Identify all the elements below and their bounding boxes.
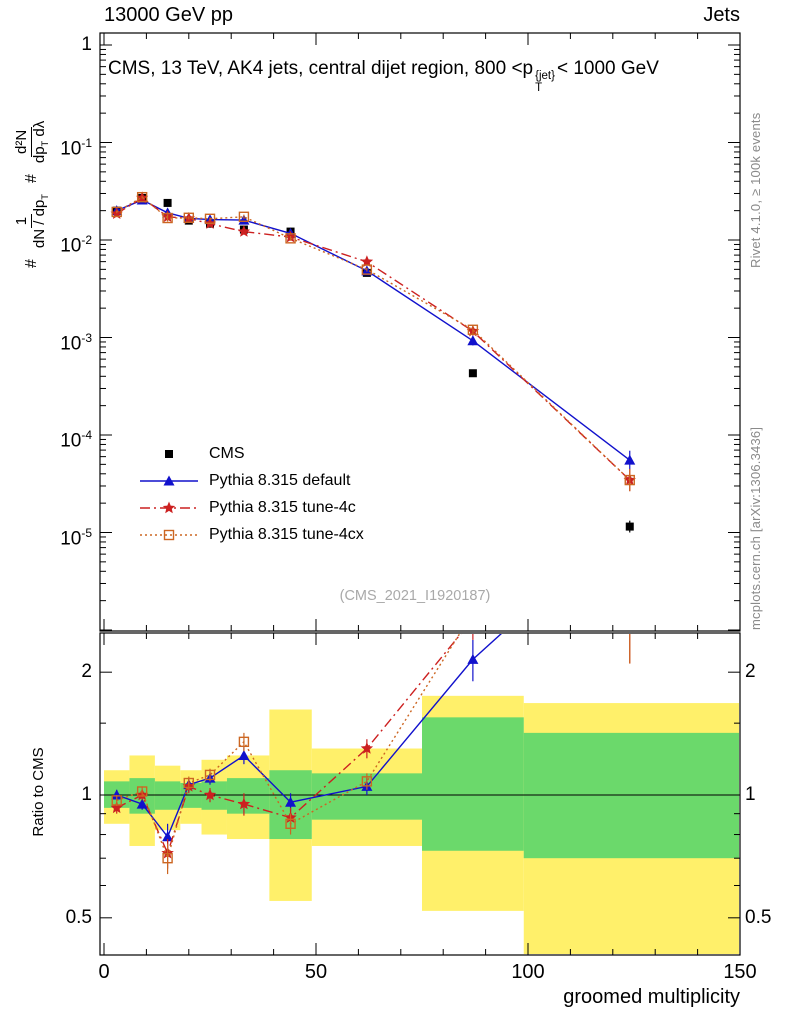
beam-energy-label: 13000 GeV pp: [104, 4, 233, 26]
ratio-series: [110, 634, 631, 875]
green-band: [523, 732, 739, 859]
ratio-y-tick-label-right: 0.5: [745, 906, 772, 928]
x-tick-label: 0: [98, 961, 110, 983]
ratio-y-tick-label: 2: [81, 661, 92, 683]
legend-label: CMS: [209, 444, 245, 462]
hash-symbol: #: [22, 259, 40, 268]
pt-jet-symbol: {jet} T: [535, 70, 555, 94]
pt-subscript: T: [535, 82, 543, 95]
main-y-tick-label: 10-5: [60, 525, 92, 549]
ratio-y-tick-label: 1: [81, 784, 92, 805]
mcplots-reference-note: mcplots.cern.ch [arXiv:1306.3436]: [748, 426, 763, 630]
main-series: [110, 191, 636, 533]
analysis-group-label: Jets: [703, 4, 740, 26]
main-panel-frame: [99, 32, 741, 632]
x-axis-title: groomed multiplicity: [563, 986, 740, 1008]
pt-superscript: {jet}: [535, 70, 555, 82]
legend-label: Pythia 8.315 tune-4c: [209, 498, 356, 516]
data-uncertainty-bands: [104, 695, 739, 954]
x-tick-label: 50: [304, 961, 328, 983]
x-tick-label: 100: [511, 961, 545, 983]
star-legend-marker: [140, 501, 198, 513]
legend-item-tune4cx: Pythia 8.315 tune-4cx: [138, 521, 364, 548]
green-band: [226, 778, 270, 814]
legend-item-default: Pythia 8.315 default: [138, 467, 364, 494]
main-y-tick-label: 1: [81, 34, 92, 55]
ratio-y-tick-label-right: 1: [745, 784, 756, 805]
ratio-y-tick-label-right: 2: [745, 661, 756, 683]
legend-item-tune4c: Pythia 8.315 tune-4c: [138, 494, 364, 521]
legend-label: Pythia 8.315 default: [209, 471, 351, 489]
main-y-tick-label: 10-4: [60, 428, 92, 452]
series-line-default: [116, 199, 631, 461]
plot-title-prefix: CMS, 13 TeV, AK4 jets, central dijet reg…: [108, 58, 534, 79]
main-y-tick-label: 10-3: [60, 330, 92, 354]
ratio-panel-frame: [99, 632, 741, 956]
plot-title-suffix: < 1000 GeV: [556, 58, 659, 79]
legend-item-cms: CMS: [138, 440, 364, 467]
hash-symbol: #: [22, 174, 40, 184]
green-band: [154, 781, 181, 810]
ratio-line-default: [116, 634, 502, 839]
plot-title: CMS, 13 TeV, AK4 jets, central dijet reg…: [108, 58, 659, 94]
legend-label: Pythia 8.315 tune-4cx: [209, 525, 364, 543]
series-line-tune4c: [116, 197, 631, 481]
analysis-id-watermark: (CMS_2021_I1920187): [339, 588, 491, 604]
green-band: [422, 717, 524, 851]
rivet-version-note: Rivet 4.1.0, ≥ 100k events: [748, 112, 763, 268]
legend: CMS Pythia 8.315 default Pythia 8.315 tune…: [138, 440, 364, 548]
main-y-tick-label: 10-2: [60, 233, 92, 257]
ratio-y-tick-label: 0.5: [65, 906, 92, 928]
main-y-tick-label: 10-1: [60, 135, 92, 159]
triangle-filled-legend-marker: [140, 475, 198, 485]
square-filled-legend-marker: [165, 449, 173, 458]
x-tick-label: 150: [723, 961, 757, 983]
series-line-tune4cx: [116, 196, 631, 481]
square-open-legend-marker: [140, 529, 198, 540]
